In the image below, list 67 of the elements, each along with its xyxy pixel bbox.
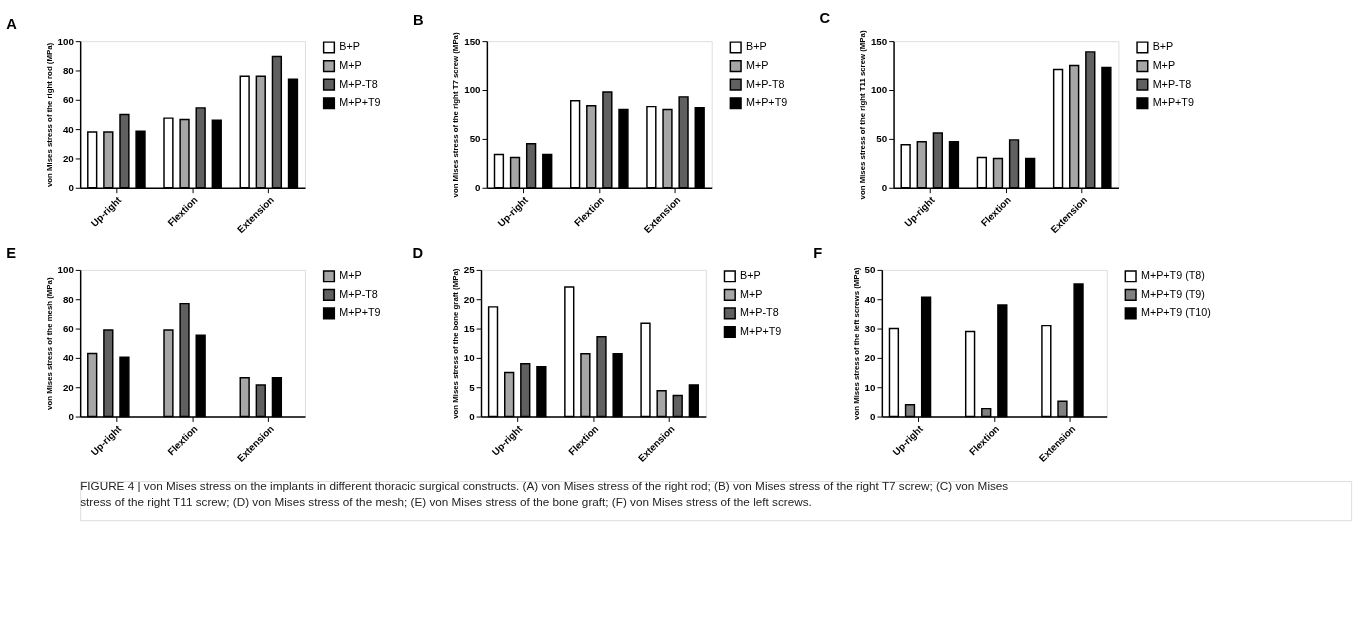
- legend-label: M+P+T9: [740, 324, 782, 337]
- legend-label: M+P-T8: [339, 77, 378, 90]
- legend-label: M+P+T9: [339, 96, 381, 109]
- y-tick-label: 60: [62, 94, 75, 106]
- y-tick-label: 0: [469, 410, 476, 422]
- chart-title: A: [6, 16, 18, 33]
- y-tick-label: 100: [870, 84, 888, 96]
- chart-title: F: [813, 245, 823, 262]
- y-tick-label: 0: [881, 182, 888, 194]
- legend-label: M+P+T9: [339, 306, 381, 319]
- legend-label: M+P: [339, 269, 362, 282]
- y-axis-title: von Mises stress of the right rod (MPa): [44, 42, 54, 188]
- y-tick-label: 0: [475, 182, 482, 194]
- y-tick-label: 10: [463, 352, 476, 364]
- y-tick-label: 10: [864, 381, 877, 393]
- y-tick-label: 50: [469, 133, 482, 145]
- legend-label: M+P: [740, 287, 763, 300]
- y-tick-label: 100: [464, 84, 482, 96]
- chart-title: E: [6, 245, 17, 262]
- y-axis-title: von Mises stress of the right T11 screw (MPa): [858, 30, 868, 200]
- y-tick-label: 20: [864, 352, 877, 364]
- y-tick-label: 0: [68, 182, 75, 194]
- y-tick-label: 40: [62, 123, 75, 135]
- y-tick-label: 5: [469, 381, 476, 393]
- y-tick-label: 80: [62, 293, 75, 305]
- chart-title: C: [819, 10, 831, 27]
- chart-title: D: [412, 245, 424, 262]
- y-axis-title: von Mises stress of the left screws (MPa): [851, 267, 861, 420]
- legend-label: M+P-T8: [1152, 77, 1192, 90]
- y-axis-title: von Mises stress of the mesh (MPa): [44, 277, 54, 410]
- legend-label: M+P-T8: [740, 306, 779, 319]
- y-tick-label: 20: [463, 293, 476, 305]
- y-tick-label: 60: [62, 322, 75, 334]
- legend-label: M+P+T9 (T8): [1140, 269, 1205, 282]
- legend-label: M+P-T8: [339, 287, 378, 300]
- legend-label: M+P+T9 (T10): [1140, 306, 1211, 319]
- y-tick-label: 0: [870, 410, 877, 422]
- y-tick-label: 50: [864, 264, 877, 276]
- y-axis-title: von Mises stress of the bone graft (MPa): [450, 268, 460, 419]
- legend-label: B+P: [740, 269, 761, 282]
- y-tick-label: 30: [864, 322, 877, 334]
- legend-label: M+P: [339, 59, 362, 71]
- legend-label: M+P+T9: [1152, 96, 1194, 109]
- legend-label: M+P+T9 (T9): [1140, 287, 1205, 300]
- y-tick-label: 40: [62, 352, 75, 364]
- legend-label: B+P: [1152, 40, 1174, 53]
- chart-title: B: [412, 12, 424, 29]
- legend-label: M+P-T8: [745, 77, 785, 90]
- caption: FIGURE 4 | von Mises stress on the implants in different thoracic surgical constructs. (A) von Mises stress of the right rod; (B) von Mises stress of the right T7 screw; (C) von Mises stress of the right T11 screw; (D) von Mises stress of the mesh; (E) von Mises stress of the bone graft; (F) von Mises stress of the left screws.: [80, 478, 1009, 509]
- legend-label: B+P: [339, 40, 360, 53]
- y-tick-label: 0: [68, 410, 75, 422]
- y-tick-label: 15: [463, 322, 476, 334]
- y-tick-label: 150: [870, 35, 888, 47]
- y-tick-label: 150: [464, 35, 482, 47]
- y-tick-label: 100: [57, 264, 75, 276]
- y-tick-label: 20: [62, 152, 75, 164]
- y-tick-label: 25: [463, 264, 476, 276]
- y-tick-label: 20: [62, 381, 75, 393]
- y-tick-label: 40: [864, 293, 877, 305]
- y-tick-label: 50: [876, 133, 888, 145]
- y-axis-title: von Mises stress of the right T7 screw (MPa): [451, 32, 461, 198]
- legend-label: B+P: [745, 40, 767, 53]
- legend-label: M+P+T9: [745, 96, 788, 109]
- legend-label: M+P: [1152, 59, 1176, 71]
- legend-label: M+P: [745, 59, 769, 71]
- y-tick-label: 100: [57, 35, 75, 47]
- y-tick-label: 80: [62, 64, 75, 76]
